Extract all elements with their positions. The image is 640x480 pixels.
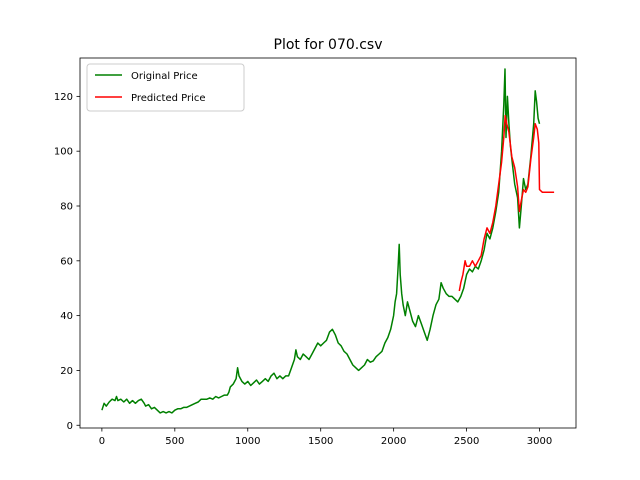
x-tick-label: 2500 <box>454 436 479 447</box>
series-line-original-price <box>101 68 541 414</box>
y-tick-label: 100 <box>54 147 73 158</box>
chart-title: Plot for 070.csv <box>274 37 383 53</box>
x-tick-label: 1000 <box>235 436 260 447</box>
series-line-predicted-price <box>458 114 555 292</box>
y-tick-label: 40 <box>60 311 73 322</box>
y-tick-label: 120 <box>54 92 73 103</box>
series-layer <box>101 68 555 414</box>
plot-frame <box>79 57 577 429</box>
legend-box <box>86 63 245 112</box>
y-tick-label: 0 <box>67 421 73 432</box>
legend: Original Price Predicted Price <box>86 63 245 112</box>
legend-label-predicted-price: Predicted Price <box>131 93 206 104</box>
x-tick-label: 3000 <box>527 436 552 447</box>
x-tick-label: 0 <box>99 436 105 447</box>
y-tick-label: 60 <box>60 256 73 267</box>
y-tick-label: 80 <box>60 202 73 213</box>
plot-area <box>80 58 576 428</box>
axes-layer: 0 500 1000 1500 2000 2500 3000 0 20 40 60 80 100 120 <box>54 92 552 447</box>
x-tick-label: 500 <box>165 436 184 447</box>
legend-label-original-price: Original Price <box>131 71 198 82</box>
y-tick-label: 20 <box>60 366 73 377</box>
x-tick-label: 1500 <box>308 436 333 447</box>
x-tick-label: 2000 <box>381 436 406 447</box>
